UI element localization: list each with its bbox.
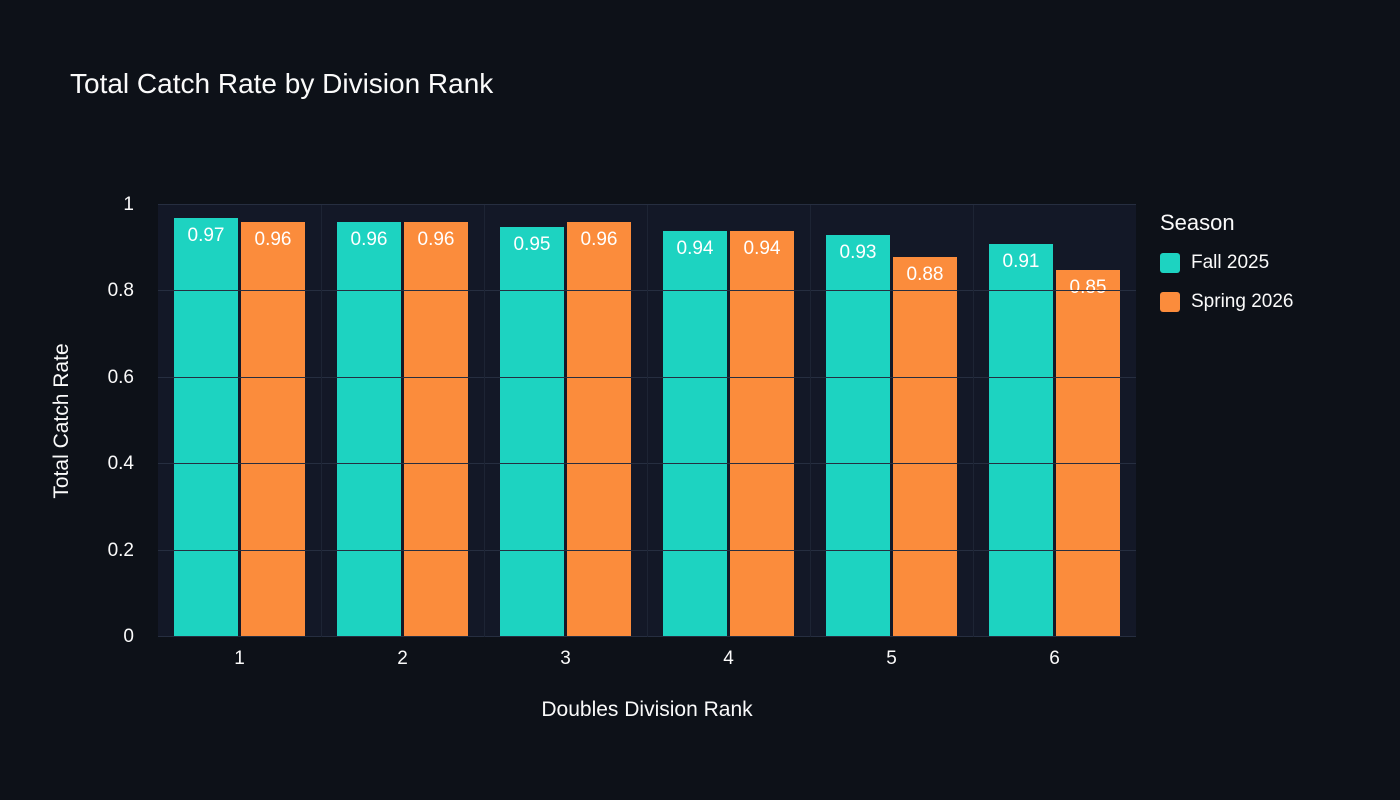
bar-spring-2026-rank-5[interactable]: 0.88 <box>893 256 957 637</box>
y-tick-label: 0.4 <box>107 453 134 475</box>
bar-fall-2025-rank-3[interactable]: 0.95 <box>500 226 564 637</box>
y-axis-ticks: 0 0.2 0.4 0.6 0.8 1 <box>0 194 148 647</box>
x-axis-ticks: 1 2 3 4 5 6 <box>158 648 1136 670</box>
x-axis-title: Doubles Division Rank <box>541 698 753 721</box>
bar-spring-2026-rank-2[interactable]: 0.96 <box>404 222 468 637</box>
bar-value-label: 0.93 <box>839 242 877 264</box>
bar-value-label: 0.95 <box>513 233 551 255</box>
gridline-vertical <box>809 205 811 637</box>
chart-title: Total Catch Rate by Division Rank <box>70 68 494 99</box>
bar-spring-2026-rank-3[interactable]: 0.96 <box>567 222 631 637</box>
x-tick-label-1: 1 <box>234 648 245 669</box>
bar-spring-2026-rank-4[interactable]: 0.94 <box>730 230 794 637</box>
bar-group-rank-2: 0.96 0.96 <box>321 205 484 637</box>
bar-group-rank-6: 0.91 0.85 <box>973 205 1136 637</box>
bar-value-label: 0.91 <box>1002 250 1040 272</box>
bar-value-label: 0.94 <box>676 237 714 259</box>
gridline-vertical <box>320 205 322 637</box>
gridline-vertical <box>973 205 974 637</box>
bar-group-rank-1: 0.97 0.96 <box>158 205 321 637</box>
x-tick-label-5: 5 <box>886 648 897 669</box>
bar-value-label: 0.96 <box>254 229 292 251</box>
bar-value-label: 0.94 <box>743 237 781 259</box>
gridline-horizontal <box>158 204 1136 205</box>
bar-value-label: 0.85 <box>1069 276 1107 298</box>
legend-label: Spring 2026 <box>1191 291 1294 312</box>
bar-fall-2025-rank-5[interactable]: 0.93 <box>826 235 890 637</box>
bar-fall-2025-rank-1[interactable]: 0.97 <box>174 217 238 637</box>
bar-group-rank-4: 0.94 0.94 <box>647 205 810 637</box>
legend-label: Fall 2025 <box>1191 252 1270 273</box>
legend-item-fall-2025[interactable]: Fall 2025 <box>1160 252 1380 274</box>
bar-value-label: 0.97 <box>187 224 225 246</box>
plot-area: 0.97 0.96 0.96 0.96 0.95 0.96 0.94 0.94 0.93 0.88… <box>158 204 1136 637</box>
bar-group-rank-3: 0.95 0.96 <box>484 205 647 637</box>
bar-fall-2025-rank-2[interactable]: 0.96 <box>337 222 401 637</box>
gridline-vertical <box>647 205 648 637</box>
legend-swatch-icon <box>1160 292 1180 312</box>
bar-fall-2025-rank-6[interactable]: 0.91 <box>989 243 1053 637</box>
y-tick-label: 0.6 <box>107 366 134 388</box>
y-tick-label: 0.8 <box>107 280 134 302</box>
x-tick-label-4: 4 <box>723 648 734 669</box>
bar-spring-2026-rank-6[interactable]: 0.85 <box>1056 269 1120 637</box>
y-tick-label: 0.2 <box>107 539 134 561</box>
legend-swatch-icon <box>1160 253 1180 273</box>
bar-value-label: 0.96 <box>350 229 388 251</box>
bar-value-label: 0.88 <box>906 263 944 285</box>
bar-value-label: 0.96 <box>417 229 455 251</box>
bar-fall-2025-rank-4[interactable]: 0.94 <box>663 230 727 637</box>
x-tick-label-2: 2 <box>397 648 408 669</box>
legend-items: Fall 2025 Spring 2026 <box>1160 252 1380 313</box>
gridline-vertical <box>483 205 485 637</box>
x-tick-label-6: 6 <box>1049 648 1060 669</box>
bar-group-rank-5: 0.93 0.88 <box>810 205 973 637</box>
bar-value-label: 0.96 <box>580 229 618 251</box>
bar-spring-2026-rank-1[interactable]: 0.96 <box>241 222 305 637</box>
x-tick-label-3: 3 <box>560 648 571 669</box>
y-tick-label: 0 <box>123 626 134 647</box>
legend-title: Season <box>1160 210 1235 235</box>
legend-item-spring-2026[interactable]: Spring 2026 <box>1160 291 1380 313</box>
legend: Season Fall 2025 Spring 2026 <box>1160 210 1380 330</box>
y-tick-label: 1 <box>123 194 134 215</box>
